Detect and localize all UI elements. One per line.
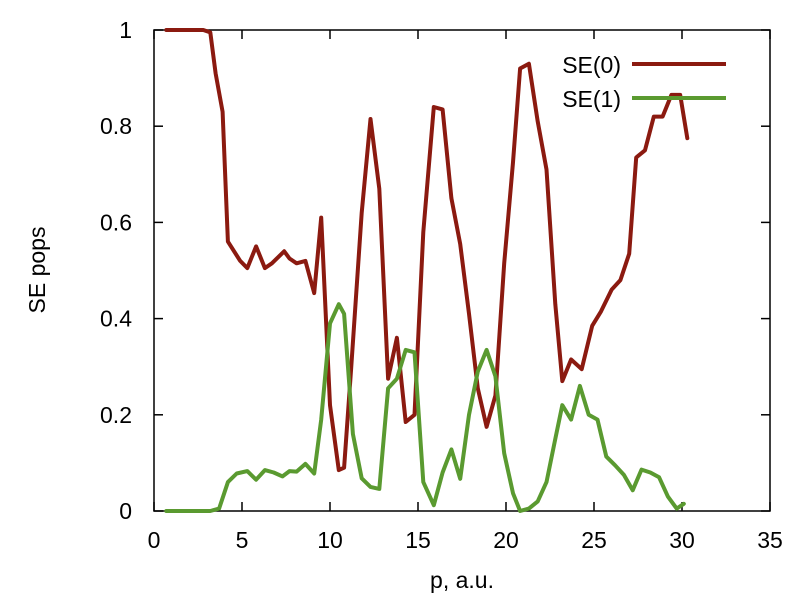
series-line-se-0 (164, 28, 690, 473)
x-tick-label-5: 25 (581, 527, 607, 553)
legend-label-se0: SE(0) (562, 52, 621, 78)
y-axis-tick-labels: 0 0.2 0.4 0.6 0.8 1 (100, 17, 132, 524)
y-tick-label-0: 0 (119, 498, 132, 524)
x-axis-label: p, a.u. (430, 567, 494, 593)
y-tick-label-3: 0.6 (100, 209, 132, 235)
y-tick-label-1: 0.2 (100, 402, 132, 428)
y-tick-label-5: 1 (119, 17, 132, 43)
legend-label-se1: SE(1) (562, 86, 621, 112)
x-axis-tick-labels: 0 5 10 15 20 25 30 35 (148, 527, 783, 553)
y-tick-label-2: 0.4 (100, 306, 132, 332)
x-tick-label-2: 10 (317, 527, 343, 553)
y-tick-label-4: 0.8 (100, 113, 132, 139)
legend: SE(0) SE(1) (562, 52, 726, 112)
y-axis-label: SE pops (24, 227, 50, 314)
x-tick-label-6: 30 (669, 527, 695, 553)
plot-frame (153, 29, 771, 512)
x-tick-label-7: 35 (757, 527, 783, 553)
x-tick-label-3: 15 (405, 527, 431, 553)
x-tick-label-1: 5 (236, 527, 249, 553)
y-axis-ticks (154, 29, 770, 512)
x-tick-label-0: 0 (148, 527, 161, 553)
x-tick-label-4: 20 (493, 527, 519, 553)
series-line-se-1 (164, 302, 686, 513)
series-lines (164, 28, 690, 513)
